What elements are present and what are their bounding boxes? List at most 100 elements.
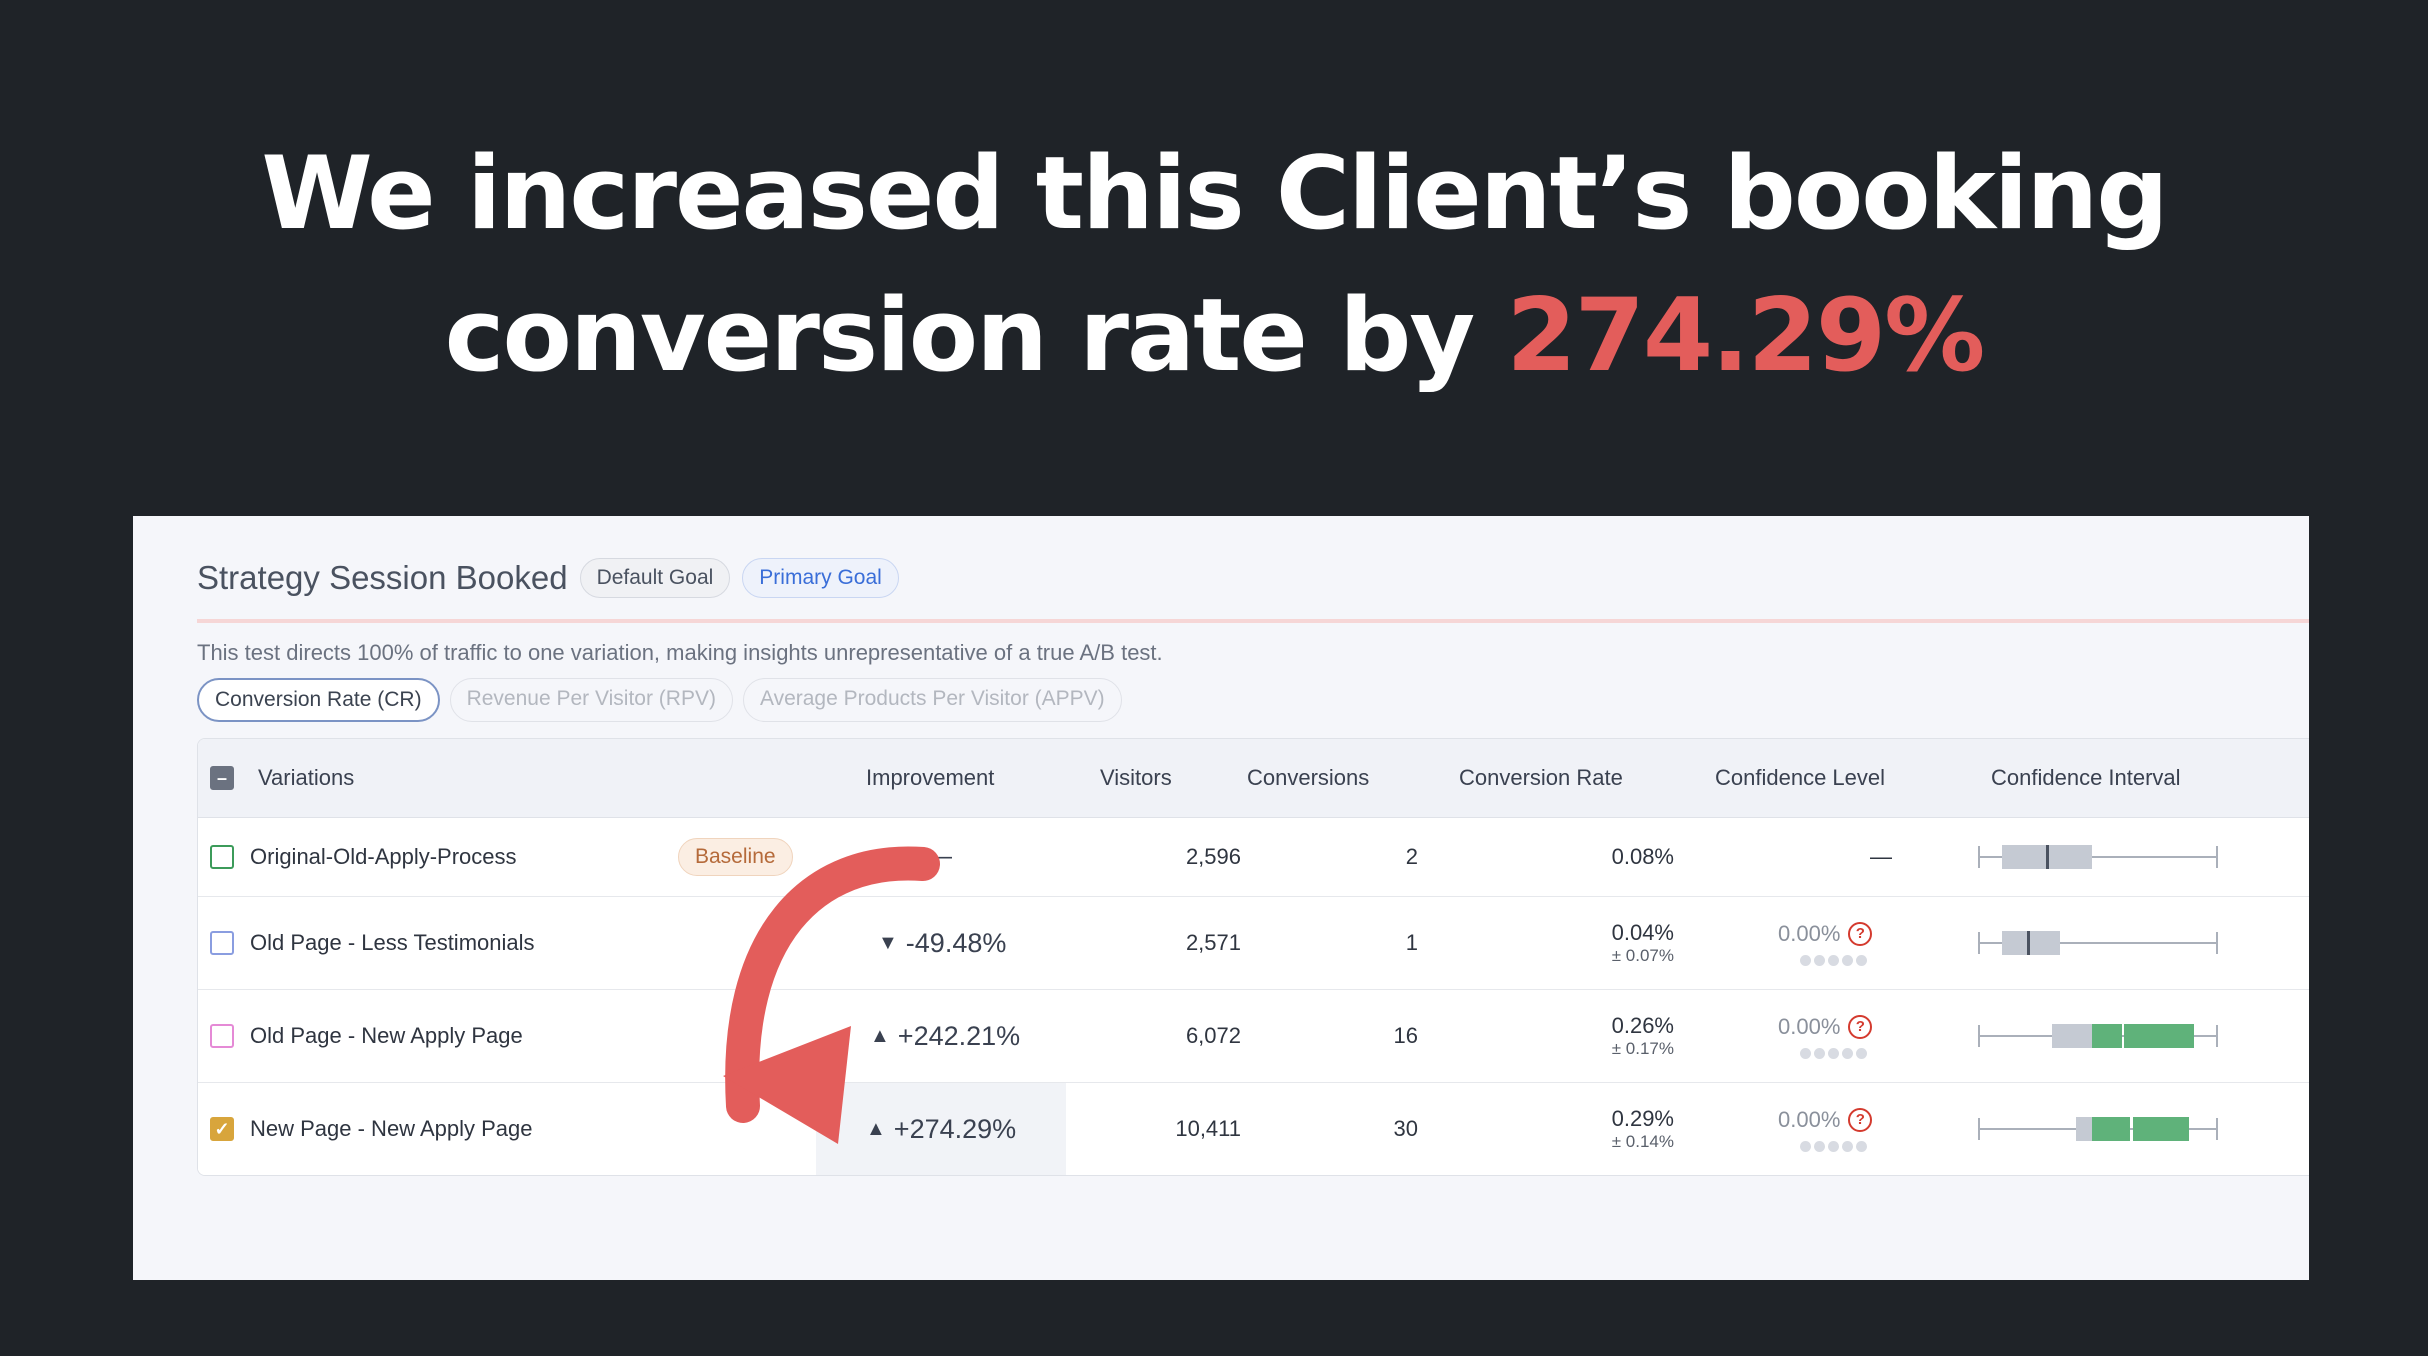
conversion-rate-margin: ± 0.14% — [1611, 1132, 1674, 1151]
confidence-dots — [1800, 954, 1870, 966]
highlight-arrow-icon — [723, 846, 940, 1144]
conversions-value: 16 — [1393, 1023, 1418, 1048]
row-checkbox[interactable] — [210, 845, 234, 869]
confidence-interval-cell — [1978, 897, 2218, 989]
ci-interval-box-positive — [2133, 1117, 2189, 1141]
col-variations[interactable]: Variations — [258, 765, 355, 790]
col-improvement[interactable]: Improvement — [866, 765, 995, 790]
traffic-notice: This test directs 100% of traffic to one… — [197, 640, 1163, 665]
ci-cap-left — [1978, 1118, 1980, 1140]
confidence-interval-bar — [1978, 930, 2218, 956]
row-checkbox[interactable] — [210, 1024, 234, 1048]
trend-down-icon: ▼ — [878, 931, 898, 954]
row-checkbox-cell — [210, 818, 234, 896]
visitors-value: 2,596 — [1185, 844, 1241, 869]
goal-title: Strategy Session Booked — [197, 559, 568, 596]
confidence-interval-cell — [1978, 818, 2218, 896]
tab-conversion-rate[interactable]: Conversion Rate (CR) — [197, 678, 440, 722]
confidence-level: 0.00%? — [1778, 1014, 1873, 1059]
check-icon: ✓ — [214, 1118, 230, 1139]
variation-name[interactable]: Old Page - Less Testimonials — [250, 930, 535, 955]
default-goal-badge[interactable]: Default Goal — [579, 558, 731, 598]
confidence-dots — [1800, 1140, 1870, 1152]
col-conversion-rate[interactable]: Conversion Rate — [1459, 765, 1623, 790]
col-visitors[interactable]: Visitors — [1100, 765, 1172, 790]
conversion-rate-margin: ± 0.07% — [1611, 946, 1674, 965]
question-icon[interactable]: ? — [1848, 1014, 1873, 1039]
baseline-badge: Baseline — [678, 838, 793, 876]
question-icon[interactable]: ? — [1848, 921, 1873, 946]
headline-line-2: conversion rate by 274.29% — [0, 264, 2428, 406]
visitors-value: 10,411 — [1175, 1116, 1241, 1141]
table-row[interactable]: Original-Old-Apply-Process Baseline — 2,… — [198, 818, 2309, 897]
confidence-cell: 0.00%? — [1778, 1083, 1873, 1175]
ci-range-line — [1978, 856, 2218, 858]
visitors-value: 6,072 — [1185, 1023, 1241, 1048]
ci-interval-box — [2052, 1024, 2092, 1048]
confidence-dots — [1800, 1047, 1870, 1059]
trend-up-icon: ▲ — [866, 1117, 886, 1140]
confidence-interval-cell — [1978, 990, 2218, 1082]
ci-interval-box-positive — [2092, 1024, 2122, 1048]
headline-highlight: 274.29% — [1506, 276, 1985, 394]
row-checkbox-cell — [210, 897, 234, 989]
improvement-cell: ▼ -49.48% — [878, 897, 1006, 989]
variation-name[interactable]: Original-Old-Apply-Process — [250, 844, 517, 869]
confidence-value: — — [1870, 844, 1892, 869]
metric-tabs: Conversion Rate (CR) Revenue Per Visitor… — [197, 678, 1132, 722]
conversion-rate-margin: ± 0.17% — [1611, 1039, 1674, 1058]
improvement-highlight-bg — [816, 1083, 1066, 1175]
minus-icon: – — [216, 767, 227, 788]
trend-up-icon: ▲ — [870, 1024, 890, 1047]
variation-name[interactable]: New Page - New Apply Page — [250, 1116, 533, 1141]
improvement-value: +242.21% — [897, 1020, 1021, 1051]
conversion-rate-value: 0.04% — [1611, 920, 1674, 945]
ci-interval-box-positive — [2124, 1024, 2194, 1048]
primary-goal-badge[interactable]: Primary Goal — [742, 558, 899, 598]
table-row[interactable]: ✓ New Page - New Apply Page ▲ +274.29% 10… — [198, 1083, 2309, 1175]
visitors-value: 2,571 — [1185, 930, 1241, 955]
col-confidence-level[interactable]: Confidence Level — [1715, 765, 1886, 790]
ci-cap-left — [1978, 1025, 1980, 1047]
confidence-interval-bar — [1978, 1116, 2218, 1142]
headline-line-2-prefix: conversion rate by — [444, 276, 1507, 394]
tab-average-products-per-visitor[interactable]: Average Products Per Visitor (APPV) — [742, 678, 1122, 722]
tab-revenue-per-visitor[interactable]: Revenue Per Visitor (RPV) — [449, 678, 733, 722]
table-row[interactable]: Old Page - New Apply Page ▲ +242.21% 6,07… — [198, 990, 2309, 1083]
confidence-level: 0.00%? — [1778, 920, 1873, 966]
select-all-cell: – — [210, 739, 234, 817]
confidence-value: 0.00% — [1778, 1106, 1841, 1132]
divider — [197, 619, 2309, 623]
baseline-badge-cell: Baseline — [678, 818, 793, 896]
ci-cap-right — [2216, 932, 2218, 954]
row-checkbox[interactable] — [210, 931, 234, 955]
ci-cap-left — [1978, 846, 1980, 868]
row-checkbox-cell: ✓ — [210, 1083, 234, 1175]
headline: We increased this Client’s booking conve… — [0, 122, 2428, 406]
goal-header: Strategy Session Booked Default Goal Pri… — [197, 558, 911, 598]
ci-cap-right — [2216, 1025, 2218, 1047]
confidence-cell: 0.00%? — [1778, 897, 1873, 989]
conversion-rate-value: 0.29% — [1611, 1106, 1674, 1131]
row-checkbox-checked[interactable]: ✓ — [210, 1117, 234, 1141]
conversion-rate-cell: 0.04% ± 0.07% — [1458, 897, 1674, 989]
improvement-cell: ▲ +242.21% — [870, 990, 1020, 1082]
confidence-cell: 0.00%? — [1778, 990, 1873, 1082]
table-row[interactable]: Old Page - Less Testimonials ▼ -49.48% 2,… — [198, 897, 2309, 990]
confidence-value: 0.00% — [1778, 920, 1841, 946]
ci-cap-right — [2216, 1118, 2218, 1140]
select-all-checkbox[interactable]: – — [210, 766, 234, 790]
ci-cap-left — [1978, 932, 1980, 954]
ci-mean-marker — [2046, 845, 2049, 869]
col-confidence-interval[interactable]: Confidence Interval — [1991, 765, 2181, 790]
conversions-value: 30 — [1393, 1116, 1418, 1141]
conversion-rate-cell: 0.29% ± 0.14% — [1458, 1083, 1674, 1175]
results-panel: Strategy Session Booked Default Goal Pri… — [133, 516, 2309, 1280]
confidence-interval-bar — [1978, 1023, 2218, 1049]
variation-name[interactable]: Old Page - New Apply Page — [250, 1023, 523, 1048]
question-icon[interactable]: ? — [1848, 1107, 1873, 1132]
variations-table: – Variations Improvement Visitors Conver… — [197, 738, 2309, 1176]
ci-cap-right — [2216, 846, 2218, 868]
col-conversions[interactable]: Conversions — [1247, 765, 1370, 790]
conversion-rate-value: 0.26% — [1611, 1013, 1674, 1038]
